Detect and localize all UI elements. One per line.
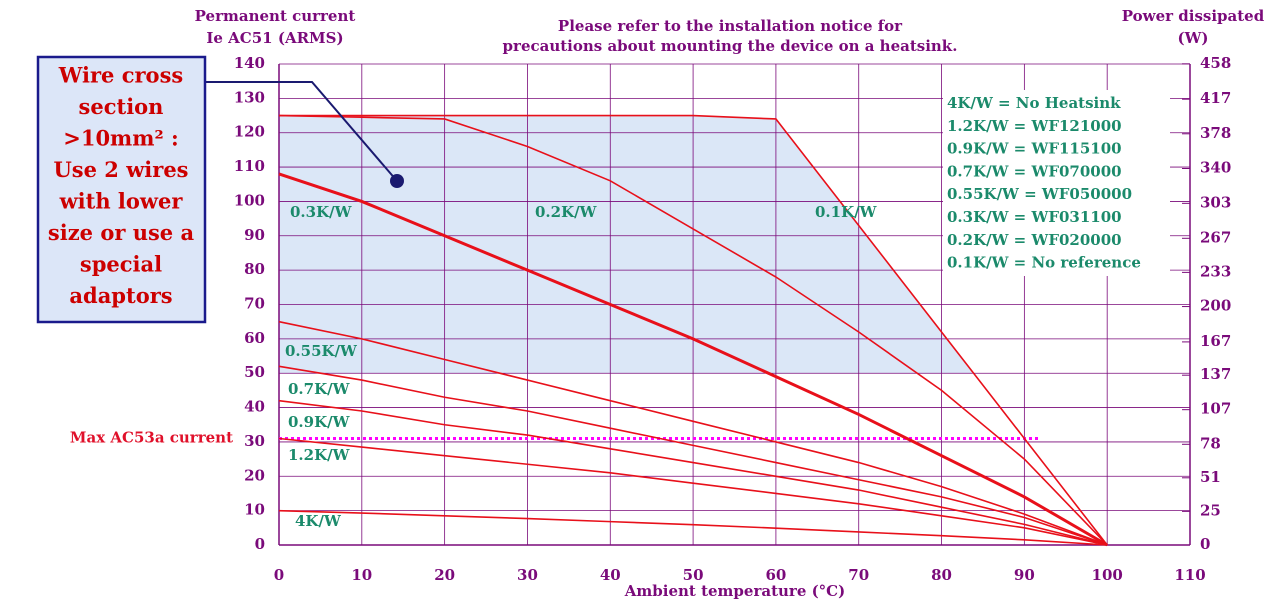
series-label: 0.2K/W [535, 203, 598, 221]
y-tick-label: 30 [244, 432, 265, 450]
y2-tick-label: 107 [1200, 400, 1231, 418]
callout-leader [195, 81, 398, 182]
y-tick-label: 50 [244, 363, 265, 381]
x-tick-label: 90 [1014, 566, 1035, 584]
y-tick-label: 80 [244, 260, 265, 278]
grid: 0 10 20 30 40 50 60 70 80 90 100 110 120 130 140 0 10 20 3… [234, 54, 1232, 584]
x-tick-label: 10 [351, 566, 372, 584]
labels: Max AC53a current 0.1K/W 0.2K/W 0.3K/W 0.55K… [70, 203, 878, 530]
y2-tick-label: 303 [1200, 193, 1231, 211]
y2-tick-label: 378 [1200, 124, 1231, 142]
y-tick-label: 70 [244, 295, 265, 313]
series-label: 1.2K/W [288, 446, 351, 464]
y2-tick-label: 267 [1200, 228, 1231, 246]
x-tick-label: 110 [1174, 566, 1205, 584]
series-label: 0.55K/W [285, 342, 358, 360]
y2-tick-label: 137 [1200, 365, 1231, 383]
shaded-region [279, 115, 974, 374]
y-tick-label: 60 [244, 329, 265, 347]
x-tick-label: 20 [434, 566, 455, 584]
note: precautions about mounting the device on… [503, 37, 958, 55]
callout-line: adaptors [69, 283, 172, 308]
legend-note: 0.55K/W = WF050000 [947, 185, 1132, 203]
callout-text: Wire cross section >10mm² : Use 2 wires with… [48, 63, 195, 309]
callout-line: >10mm² : [63, 126, 179, 151]
y-tick-label: 90 [244, 226, 265, 244]
y-tick-label: 140 [234, 54, 265, 72]
plot-background [279, 115, 974, 374]
y-tick-label: 40 [244, 398, 265, 416]
callout-dot [390, 174, 404, 188]
y2-axis-title: (W) [1177, 29, 1208, 47]
x-tick-label: 50 [683, 566, 704, 584]
callout-line: with lower [59, 189, 184, 214]
x-tick-label: 100 [1092, 566, 1123, 584]
series-label: 0.3K/W [290, 203, 353, 221]
y-tick-label: 100 [234, 191, 265, 209]
callout-line: section [79, 94, 164, 119]
y2-tick-label: 200 [1200, 297, 1231, 315]
legend-note: 0.9K/W = WF115100 [947, 140, 1122, 158]
y-axis-title: Permanent current [195, 7, 356, 25]
y2-tick-label: 458 [1200, 54, 1231, 72]
y2-tick-label: 167 [1200, 332, 1231, 350]
callout-box [36, 55, 207, 324]
legend-note: 0.3K/W = WF031100 [947, 208, 1122, 226]
y2-tick-label: 0 [1200, 535, 1210, 553]
series-line [278, 114, 1108, 546]
y2-tick-label: 233 [1200, 262, 1231, 280]
series-line [278, 437, 1108, 546]
series-line [278, 172, 1108, 547]
callout-line: special [80, 252, 162, 277]
callout-line: size or use a [48, 220, 195, 245]
y-tick-label: 0 [255, 535, 265, 553]
legend-note: 0.1K/W = No reference [947, 254, 1141, 272]
x-tick-label: 80 [931, 566, 952, 584]
y2-tick-label: 25 [1200, 501, 1221, 519]
legend-note: 0.7K/W = WF070000 [947, 162, 1122, 180]
y2-tick-label: 340 [1200, 159, 1231, 177]
note: Please refer to the installation notice … [558, 17, 903, 35]
legend-note: 1.2K/W = WF121000 [947, 117, 1122, 135]
series-label: 0.7K/W [288, 380, 351, 398]
callout-line: Use 2 wires [53, 157, 188, 182]
y2-tick-label: 78 [1200, 434, 1221, 452]
series-line [278, 320, 1108, 546]
series-line [278, 365, 1108, 546]
legend-box [943, 90, 1170, 276]
x-tick-label: 60 [765, 566, 786, 584]
x-tick-label: 40 [600, 566, 621, 584]
legend-note: 0.2K/W = WF020000 [947, 231, 1122, 249]
y-tick-label: 20 [244, 466, 265, 484]
y-tick-label: 110 [234, 157, 265, 175]
x-tick-label: 0 [274, 566, 284, 584]
y2-tick-label: 417 [1200, 89, 1231, 107]
series-line [278, 399, 1108, 546]
x-axis-title: Ambient temperature (°C) [624, 582, 845, 600]
series-label: 0.9K/W [288, 413, 351, 431]
series-line [279, 114, 1108, 546]
x-tick-label: 70 [848, 566, 869, 584]
legend-note: 4K/W = No Heatsink [947, 94, 1121, 112]
series-label: 0.1K/W [815, 203, 878, 221]
series [278, 114, 1108, 547]
series-line [278, 509, 1108, 546]
y-tick-label: 130 [234, 88, 265, 106]
x-tick-label: 30 [517, 566, 538, 584]
y2-axis-title: Power dissipated [1122, 7, 1265, 25]
y-axis-title: Ie AC51 (ARMS) [206, 29, 343, 47]
series-label: 4K/W [295, 512, 342, 530]
y-tick-label: 120 [234, 123, 265, 141]
y2-tick-label: 51 [1200, 468, 1221, 486]
callout-line: Wire cross [58, 63, 183, 88]
reference-label: Max AC53a current [70, 428, 233, 446]
y-tick-label: 10 [244, 501, 265, 519]
legend: 4K/W = No Heatsink 1.2K/W = WF121000 0.9K/… [947, 94, 1141, 272]
